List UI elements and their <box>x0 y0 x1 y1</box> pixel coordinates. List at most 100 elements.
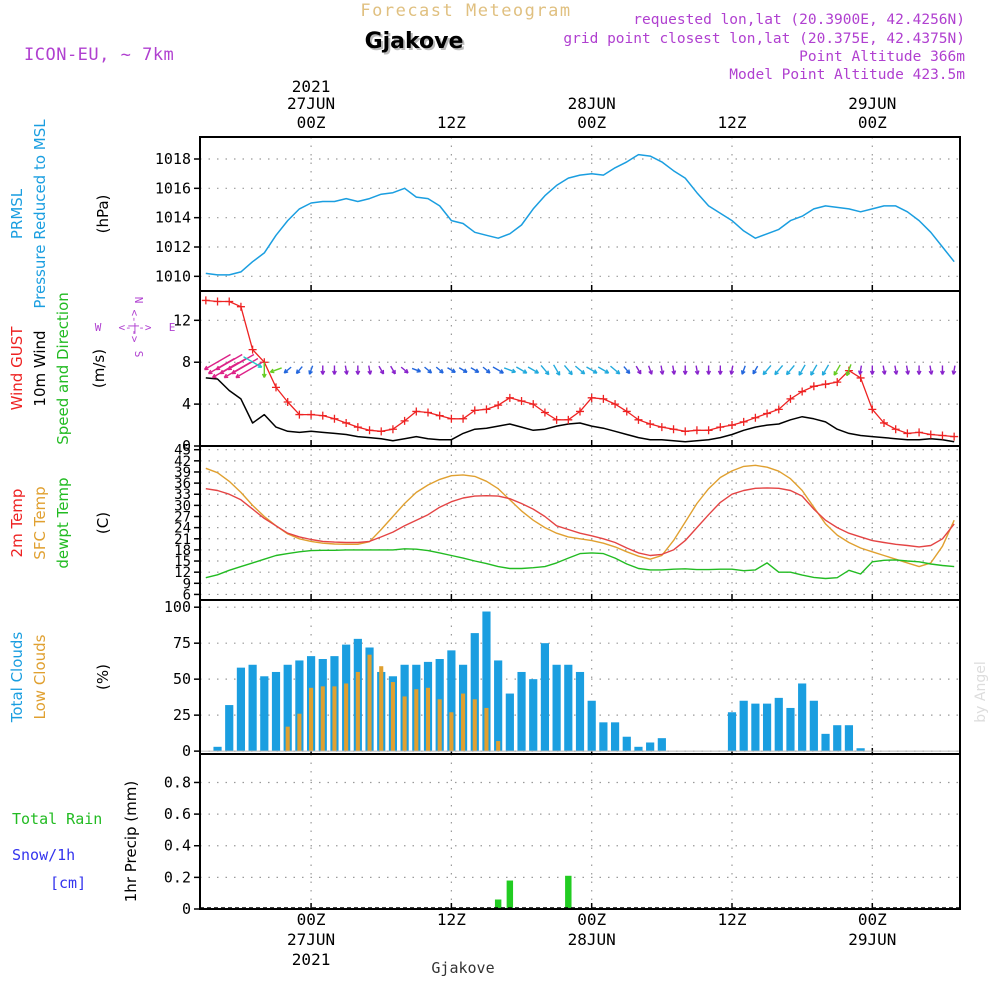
gust-marker <box>225 297 234 306</box>
gust-marker <box>470 406 479 415</box>
total-cloud-bar <box>646 742 655 752</box>
wind-arrow-head <box>485 368 491 374</box>
panel-label: Pressure Reduced to MSL <box>31 119 49 309</box>
total-cloud-bar <box>248 664 257 752</box>
gust-marker <box>704 426 713 435</box>
gust-marker <box>798 387 807 396</box>
wind-arrow-head <box>905 370 911 375</box>
y-tick-label: 75 <box>173 634 191 652</box>
wind-arrow-head <box>615 369 621 375</box>
wind-arrow <box>846 364 852 376</box>
panel-label: dewpt Temp <box>54 477 72 568</box>
y-tick-label: 27 <box>174 510 191 526</box>
y-tick-label: 1016 <box>155 179 191 197</box>
wind-arrow-head <box>355 370 361 375</box>
wind-arrow-head <box>694 370 700 375</box>
low-cloud-bar <box>484 707 489 752</box>
wind-arrow-head <box>821 371 827 376</box>
time-tick-label: 12Z <box>437 910 466 929</box>
y-tick-label: 39 <box>174 465 191 481</box>
panel-label: Wind GUST <box>8 326 26 411</box>
total-cloud-bar <box>529 679 538 752</box>
y-tick-label: 0 <box>182 742 191 760</box>
wind-arrow-head <box>511 368 516 374</box>
dewpoint-line <box>205 548 955 580</box>
total-cloud-bar <box>564 664 573 752</box>
wind-arrow-head <box>427 368 433 374</box>
gust-marker <box>283 398 292 407</box>
gust-marker <box>272 383 280 392</box>
wind-arrow-head <box>261 373 267 378</box>
time-tick-label: 12Z <box>718 910 747 929</box>
low-cloud-bar <box>344 683 349 752</box>
time-tick-label: 00Z <box>297 910 326 929</box>
time-tick-label: 27JUN <box>287 94 335 113</box>
wind-arrow-head <box>343 370 349 375</box>
panel-label: Snow/1h <box>12 846 75 864</box>
wind-arrow-head <box>534 369 540 374</box>
model-label: ICON-EU, ~ 7km <box>24 45 174 65</box>
wind-arrow-head <box>928 370 934 375</box>
y-tick-label: 12 <box>174 565 191 581</box>
panel-label: SFC Temp <box>31 486 49 559</box>
total-cloud-bar <box>599 722 608 752</box>
compass-ns-arrows: <-|-> <box>128 309 141 342</box>
y-tick-label: 50 <box>173 670 191 688</box>
time-tick-label: 00Z <box>577 113 606 132</box>
total-cloud-bar <box>622 736 631 752</box>
wind-arrow <box>540 364 550 376</box>
wind-arrow <box>762 364 772 376</box>
low-cloud-bar <box>285 726 290 752</box>
wind-arrow-head <box>857 370 863 375</box>
wind-arrow-head <box>717 370 723 375</box>
time-tick-label: 2021 <box>292 77 331 96</box>
total-cloud-bar <box>634 746 643 752</box>
low-cloud-bar <box>472 699 477 752</box>
low-cloud-bar <box>461 693 466 752</box>
gust-marker <box>412 407 421 416</box>
gust-marker <box>248 345 257 354</box>
total-cloud-bar <box>739 700 748 752</box>
gust-marker <box>213 297 222 306</box>
panel-label: Total Clouds <box>8 632 26 724</box>
total-cloud-bar <box>271 671 281 752</box>
total-cloud-bar <box>762 703 772 752</box>
wind-speed-line <box>205 377 955 443</box>
y-tick-label: 0.2 <box>164 868 191 886</box>
wind-arrow-head <box>604 369 610 374</box>
gust-marker <box>739 417 748 426</box>
location-title-shadow: Gjakove <box>367 31 466 56</box>
wind-arrow-head <box>257 363 263 368</box>
wind-arrow-head <box>762 370 768 376</box>
gust-marker <box>365 426 374 435</box>
gust-marker <box>856 373 865 382</box>
total-cloud-bar <box>786 707 795 752</box>
wind-arrow-head <box>203 365 209 371</box>
gust-marker <box>634 415 643 424</box>
wind-arrow <box>270 367 282 373</box>
wind-arrow <box>610 365 621 375</box>
compass-ew-arrows: <-|-> <box>118 321 151 334</box>
wind-arrow-head <box>706 370 712 375</box>
gust-marker <box>377 427 386 436</box>
total-cloud-bar <box>587 700 596 752</box>
wind-arrow <box>243 356 263 368</box>
compass-w: W <box>95 321 102 334</box>
wind-arrow-head <box>648 370 653 375</box>
time-tick-label: 28JUN <box>568 94 616 113</box>
gust-marker <box>622 407 631 416</box>
total-cloud-bar <box>751 703 760 752</box>
low-cloud-bar <box>320 686 325 752</box>
y-tick-label: 9 <box>183 576 191 592</box>
gust-marker <box>494 401 503 410</box>
gust-marker <box>295 410 304 419</box>
wind-arrow-head <box>798 371 803 376</box>
compass-n: N <box>132 297 145 304</box>
wind-arrow-head <box>283 368 289 374</box>
footer-location: Gjakove <box>431 959 494 977</box>
low-cloud-bar <box>496 741 501 752</box>
wind-arrow-head <box>568 370 573 376</box>
y-tick-label: 42 <box>174 454 191 470</box>
wind-arrow-head <box>215 365 221 371</box>
